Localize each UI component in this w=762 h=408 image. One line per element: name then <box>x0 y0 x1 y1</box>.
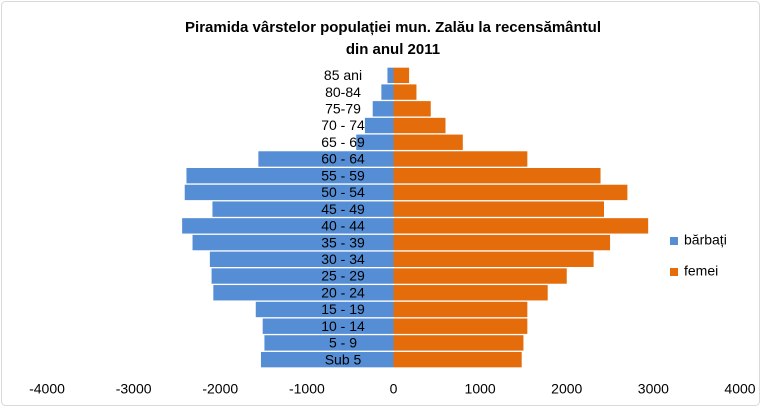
x-tick-label: -1000 <box>289 381 325 397</box>
y-tick-label: 20 - 24 <box>321 284 365 300</box>
y-tick-label: 60 - 64 <box>321 151 365 167</box>
x-tick-label: -2000 <box>202 381 238 397</box>
bar <box>264 335 394 351</box>
bar <box>393 318 528 334</box>
y-tick-label: 80-84 <box>325 84 361 100</box>
chart-title: din anul 2011 <box>346 41 440 58</box>
bar <box>393 117 446 134</box>
bar <box>184 184 394 201</box>
bar <box>209 251 394 267</box>
y-tick-label: 65 - 69 <box>321 134 365 150</box>
bar <box>393 134 463 150</box>
y-tick-label: Sub 5 <box>325 351 362 367</box>
bar <box>393 268 567 284</box>
bar <box>262 318 394 334</box>
y-tick-label: 30 - 34 <box>321 251 365 267</box>
y-tick-label: 50 - 54 <box>321 184 365 200</box>
bar <box>393 251 594 267</box>
x-tick-label: 2000 <box>551 381 582 397</box>
y-tick-label: 70 - 74 <box>321 117 365 133</box>
bar <box>258 151 394 167</box>
bar <box>393 351 522 368</box>
y-tick-label: 75-79 <box>325 101 361 117</box>
bar <box>255 301 394 318</box>
bar <box>260 351 394 368</box>
y-tick-label: 45 - 49 <box>321 201 365 217</box>
x-tick-label: -4000 <box>29 381 65 397</box>
bar <box>192 234 394 251</box>
bar <box>381 84 394 100</box>
y-tick-label: 40 - 44 <box>321 218 365 234</box>
x-tick-label: -3000 <box>116 381 152 397</box>
y-tick-label: 35 - 39 <box>321 234 365 250</box>
legend-swatch <box>670 268 678 276</box>
bar <box>213 285 394 301</box>
legend-swatch <box>670 237 678 245</box>
bar <box>393 84 417 100</box>
bar <box>356 134 394 150</box>
legend-label: femei <box>684 263 718 279</box>
x-tick-label: 4000 <box>724 381 755 397</box>
bar <box>364 117 394 134</box>
bar <box>393 218 649 234</box>
bar <box>393 301 528 318</box>
x-tick-label: 1000 <box>465 381 496 397</box>
bar <box>393 201 604 217</box>
y-tick-label: 5 - 9 <box>329 335 357 351</box>
bar <box>393 234 611 251</box>
x-tick-label: 0 <box>390 381 398 397</box>
bar <box>393 184 628 201</box>
y-tick-label: 55 - 59 <box>321 167 365 183</box>
y-tick-label: 25 - 29 <box>321 268 365 284</box>
chart-title: Piramida vârstelor populației mun. Zalău… <box>185 19 601 36</box>
bar <box>372 101 394 117</box>
bar <box>387 67 394 84</box>
x-tick-label: 3000 <box>638 381 669 397</box>
y-tick-label: 10 - 14 <box>321 318 365 334</box>
bar <box>182 218 394 234</box>
bar <box>393 285 548 301</box>
bar <box>393 67 410 84</box>
bar <box>186 168 394 184</box>
bar <box>211 268 394 284</box>
bar <box>212 201 394 217</box>
legend-label: bărbați <box>684 232 727 248</box>
bar <box>393 168 601 184</box>
bar <box>393 151 528 167</box>
y-tick-label: 85 ani <box>324 67 362 83</box>
bar <box>393 101 431 117</box>
bar <box>393 335 524 351</box>
y-tick-label: 15 - 19 <box>321 301 365 317</box>
